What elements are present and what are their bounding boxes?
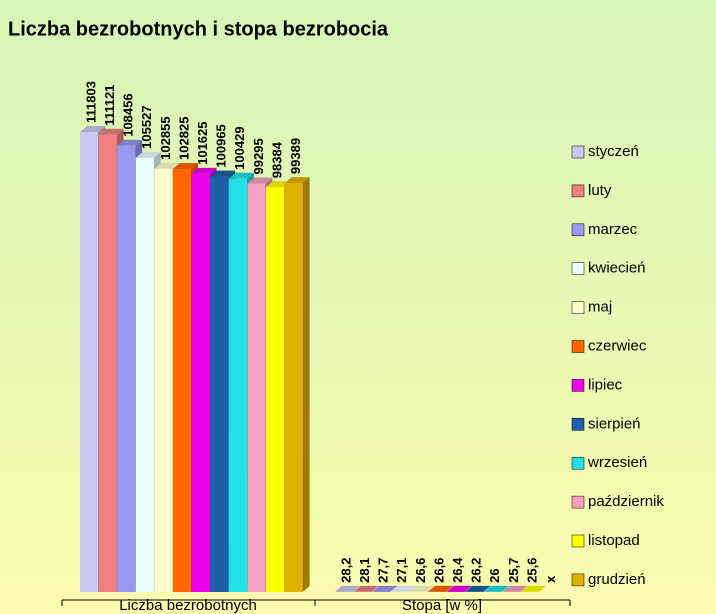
value-label: 28,2 <box>338 558 353 583</box>
bar-top <box>502 585 528 592</box>
legend-label: maj <box>588 299 612 316</box>
legend-swatch <box>571 262 585 275</box>
bar <box>154 168 173 592</box>
bar-side <box>390 585 398 592</box>
value-label: 101625 <box>195 121 210 164</box>
bar-top <box>210 170 236 177</box>
bar-top <box>335 585 360 592</box>
bar-top <box>247 177 273 184</box>
bar-top <box>446 585 472 592</box>
legend-swatch <box>571 418 585 431</box>
value-label: 99389 <box>288 138 303 174</box>
value-label: 100965 <box>214 124 229 167</box>
bar-side <box>483 585 491 592</box>
legend-swatch <box>571 184 585 198</box>
bar-top <box>173 162 198 169</box>
bar-side <box>353 585 360 592</box>
value-label: 111121 <box>102 85 117 126</box>
value-label: 28,1 <box>357 558 372 583</box>
bar-top <box>98 128 124 135</box>
x-tick-label: Stopa [w %] <box>402 597 482 614</box>
value-label: 27,1 <box>394 558 409 583</box>
value-label: 111803 <box>83 81 98 123</box>
legend-label: marzec <box>588 221 638 238</box>
legend-label: listopad <box>588 532 640 549</box>
bar-side <box>539 585 546 592</box>
bar-side <box>501 585 509 592</box>
value-label: 26 <box>487 568 502 582</box>
legend-swatch <box>571 495 585 509</box>
bar-top <box>465 585 491 592</box>
bar-top <box>191 167 217 174</box>
legend-label: grudzień <box>588 571 646 588</box>
bar <box>98 134 117 592</box>
value-label: 26,6 <box>413 558 428 583</box>
bar <box>284 183 303 592</box>
bar-top <box>284 177 310 184</box>
value-label: 26,4 <box>450 557 465 583</box>
legend-label: lipiec <box>588 376 623 393</box>
bar <box>135 157 154 593</box>
legend-swatch <box>571 145 585 159</box>
bar-top <box>117 139 143 146</box>
value-label: 27,7 <box>376 558 391 583</box>
bar-side <box>302 177 310 592</box>
value-label: x <box>543 575 558 583</box>
bar-side <box>371 585 379 592</box>
legend-label: wrzesień <box>587 454 647 471</box>
bar <box>266 187 284 592</box>
bar <box>117 145 136 593</box>
legend-swatch <box>571 379 585 392</box>
value-label: 108456 <box>121 93 136 136</box>
value-label: 102855 <box>158 116 173 159</box>
value-label: 25,7 <box>506 558 521 583</box>
bar <box>228 178 247 593</box>
bar-top <box>135 151 161 158</box>
bar-top <box>483 585 509 592</box>
legend-label: sierpień <box>588 415 641 432</box>
value-label: 102825 <box>176 117 191 160</box>
bar-side <box>427 585 435 592</box>
bar-top <box>409 585 435 592</box>
value-label: 99295 <box>251 138 266 174</box>
value-label: 26,2 <box>469 558 484 583</box>
bar-top <box>154 162 180 169</box>
bar <box>80 132 98 592</box>
legend-label: kwiecień <box>588 260 646 277</box>
bar-side <box>520 585 528 592</box>
chart-title: Liczba bezrobotnych i stopa bezrobocia <box>8 18 389 40</box>
legend-label: czerwiec <box>588 337 647 354</box>
value-label: 26,6 <box>431 558 446 583</box>
legend-swatch <box>571 301 585 314</box>
bar-top <box>353 585 379 592</box>
value-label: 105527 <box>139 105 154 148</box>
legend-swatch <box>571 340 585 353</box>
value-label: 25,6 <box>524 558 539 583</box>
bar-side <box>464 585 472 592</box>
bar-side <box>408 585 416 592</box>
bar <box>247 183 266 593</box>
value-label: 98384 <box>269 141 284 178</box>
value-label: 100429 <box>232 126 247 169</box>
legend-swatch <box>571 223 585 237</box>
bar <box>173 168 191 592</box>
legend-label: październik <box>588 493 664 510</box>
legend-label: luty <box>588 182 612 199</box>
legend-swatch <box>571 573 585 587</box>
bar-top <box>80 126 105 132</box>
legend-swatch <box>571 456 585 470</box>
legend-swatch <box>571 534 585 548</box>
legend-label: styczeń <box>588 143 639 160</box>
bar-top <box>228 172 254 179</box>
bar-top <box>521 585 546 592</box>
bar-top <box>372 585 398 592</box>
x-tick-label: Liczba bezrobotnych <box>119 597 257 614</box>
bar-side <box>446 585 453 592</box>
bar-top <box>428 585 453 592</box>
bar <box>210 176 229 592</box>
bar <box>191 173 210 592</box>
bar-top <box>390 585 416 592</box>
